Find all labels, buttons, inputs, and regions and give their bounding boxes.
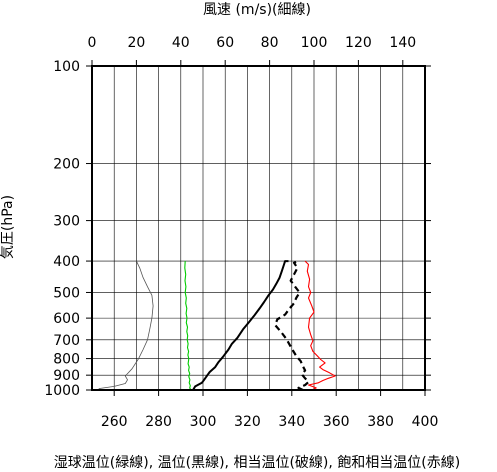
bottom-tick-label: 260 (101, 414, 128, 430)
bottom-tick-label: 280 (145, 414, 172, 430)
x-axis-title: 湿球温位(緑線), 温位(黒線), 相当温位(破線), 飽和相当温位(赤線) (54, 454, 460, 471)
top-tick-label: 140 (389, 35, 416, 51)
y-tick-label: 500 (53, 285, 80, 301)
series-line-飽和相当温位 (304, 260, 336, 391)
top-tick-label: 20 (127, 35, 145, 51)
y-tick-label: 1000 (44, 383, 80, 399)
top-tick-label: 40 (172, 35, 190, 51)
top-tick-label: 80 (261, 35, 279, 51)
grid (92, 66, 425, 390)
bottom-tick-label: 320 (234, 414, 261, 430)
y-tick-label: 900 (53, 368, 80, 384)
bottom-tick-label: 380 (367, 414, 394, 430)
series-layer (98, 260, 336, 391)
y-tick-label: 600 (53, 311, 80, 327)
bottom-tick-label: 340 (278, 414, 305, 430)
bottom-tick-label: 400 (412, 414, 439, 430)
bottom-tick-label: 300 (190, 414, 217, 430)
top-axis-title: 風速 (m/s)(細線) (203, 2, 311, 18)
plot-border (91, 65, 426, 391)
y-tick-label: 800 (53, 352, 80, 368)
y-tick-label: 100 (53, 59, 80, 75)
series-line-温位 (192, 260, 289, 391)
axis-ticks: 0 20 40 60 80 100 120 140 260 280 300 320 340 360 380 4… (44, 35, 438, 430)
y-tick-label: 300 (53, 214, 80, 230)
top-tick-label: 60 (216, 35, 234, 51)
bottom-tick-label: 360 (323, 414, 350, 430)
series-line-相当温位 (274, 260, 310, 391)
plot-frame (91, 65, 426, 391)
series-line-湿球温位 (184, 261, 192, 391)
y-tick-label: 700 (53, 333, 80, 349)
y-tick-label: 200 (53, 157, 80, 173)
y-tick-label: 400 (53, 254, 80, 270)
y-axis-title: 気圧(hPa) (0, 195, 16, 259)
top-tick-label: 0 (88, 35, 97, 51)
top-tick-label: 100 (301, 35, 328, 51)
top-tick-label: 120 (345, 35, 372, 51)
series-line-風速 (98, 260, 154, 389)
